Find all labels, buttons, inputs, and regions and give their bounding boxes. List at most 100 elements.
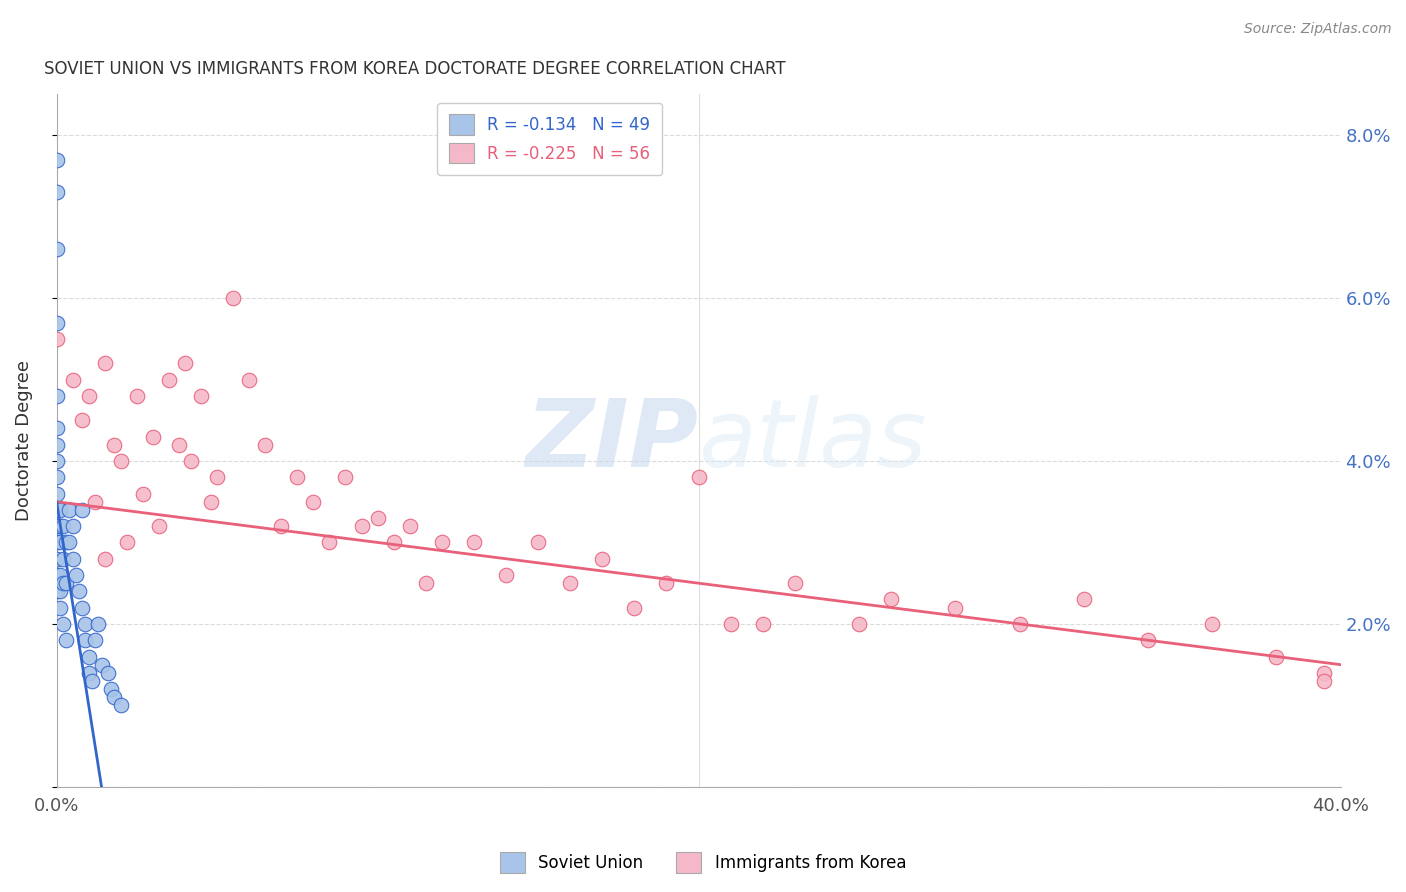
Point (45, 584, 67, 599)
Legend: R = -0.134   N = 49, R = -0.225   N = 56: R = -0.134 N = 49, R = -0.225 N = 56 (437, 103, 662, 175)
Point (880, 592, 903, 607)
Point (52, 519, 75, 533)
Y-axis label: Doctorate Degree: Doctorate Degree (15, 360, 32, 521)
Point (45, 185, 67, 199)
Point (752, 616, 775, 631)
Point (49, 600, 72, 615)
Point (115, 535, 138, 549)
Point (688, 470, 710, 484)
Point (45, 389, 67, 403)
Text: SOVIET UNION VS IMMIGRANTS FROM KOREA DOCTORATE DEGREE CORRELATION CHART: SOVIET UNION VS IMMIGRANTS FROM KOREA DO… (44, 60, 786, 78)
Point (58, 503, 80, 517)
Text: atlas: atlas (699, 395, 927, 486)
Point (254, 438, 277, 452)
Point (45, 551, 67, 566)
Point (80, 673, 103, 688)
Point (65, 568, 87, 582)
Point (1136, 633, 1159, 648)
Point (591, 551, 613, 566)
Point (142, 429, 165, 443)
Point (720, 616, 742, 631)
Legend: Soviet Union, Immigrants from Korea: Soviet Union, Immigrants from Korea (494, 846, 912, 880)
Point (848, 616, 870, 631)
Point (132, 486, 155, 500)
Point (62, 519, 84, 533)
Point (45, 438, 67, 452)
Point (103, 690, 125, 705)
Point (205, 470, 228, 484)
Point (84, 633, 107, 648)
Point (49, 584, 72, 599)
Point (72, 413, 94, 427)
Point (84, 494, 107, 508)
Point (943, 600, 966, 615)
Point (77, 389, 100, 403)
Point (45, 332, 67, 346)
Point (55, 633, 77, 648)
Point (1008, 616, 1031, 631)
Point (72, 503, 94, 517)
Point (1073, 592, 1095, 607)
Point (200, 494, 222, 508)
Point (560, 576, 582, 591)
Point (110, 454, 132, 468)
Point (62, 551, 84, 566)
Point (77, 665, 100, 680)
Point (77, 649, 100, 664)
Point (45, 421, 67, 435)
Point (1313, 673, 1336, 688)
Point (180, 454, 202, 468)
Text: ZIP: ZIP (526, 394, 699, 487)
Point (527, 535, 550, 549)
Point (285, 470, 308, 484)
Point (190, 389, 212, 403)
Text: Source: ZipAtlas.com: Source: ZipAtlas.com (1244, 22, 1392, 37)
Point (382, 535, 405, 549)
Point (222, 291, 245, 305)
Point (45, 503, 67, 517)
Point (318, 535, 340, 549)
Point (1313, 665, 1336, 680)
Point (94, 356, 117, 370)
Point (783, 576, 806, 591)
Point (55, 535, 77, 549)
Point (52, 551, 75, 566)
Point (174, 356, 197, 370)
Point (67, 584, 90, 599)
Point (367, 511, 389, 525)
Point (270, 519, 292, 533)
Point (90, 657, 112, 672)
Point (49, 503, 72, 517)
Point (75, 616, 97, 631)
Point (623, 600, 645, 615)
Point (45, 454, 67, 468)
Point (45, 568, 67, 582)
Point (302, 494, 325, 508)
Point (110, 698, 132, 713)
Point (398, 519, 420, 533)
Point (45, 242, 67, 256)
Point (49, 568, 72, 582)
Point (238, 372, 260, 386)
Point (45, 470, 67, 484)
Point (97, 665, 120, 680)
Point (655, 576, 678, 591)
Point (1265, 649, 1288, 664)
Point (463, 535, 485, 549)
Point (148, 519, 170, 533)
Point (1201, 616, 1223, 631)
Point (167, 438, 190, 452)
Point (52, 616, 75, 631)
Point (75, 633, 97, 648)
Point (94, 551, 117, 566)
Point (430, 535, 453, 549)
Point (55, 576, 77, 591)
Point (45, 316, 67, 330)
Point (100, 682, 122, 697)
Point (495, 568, 517, 582)
Point (350, 519, 373, 533)
Point (335, 470, 357, 484)
Point (415, 576, 437, 591)
Point (45, 535, 67, 549)
Point (125, 389, 148, 403)
